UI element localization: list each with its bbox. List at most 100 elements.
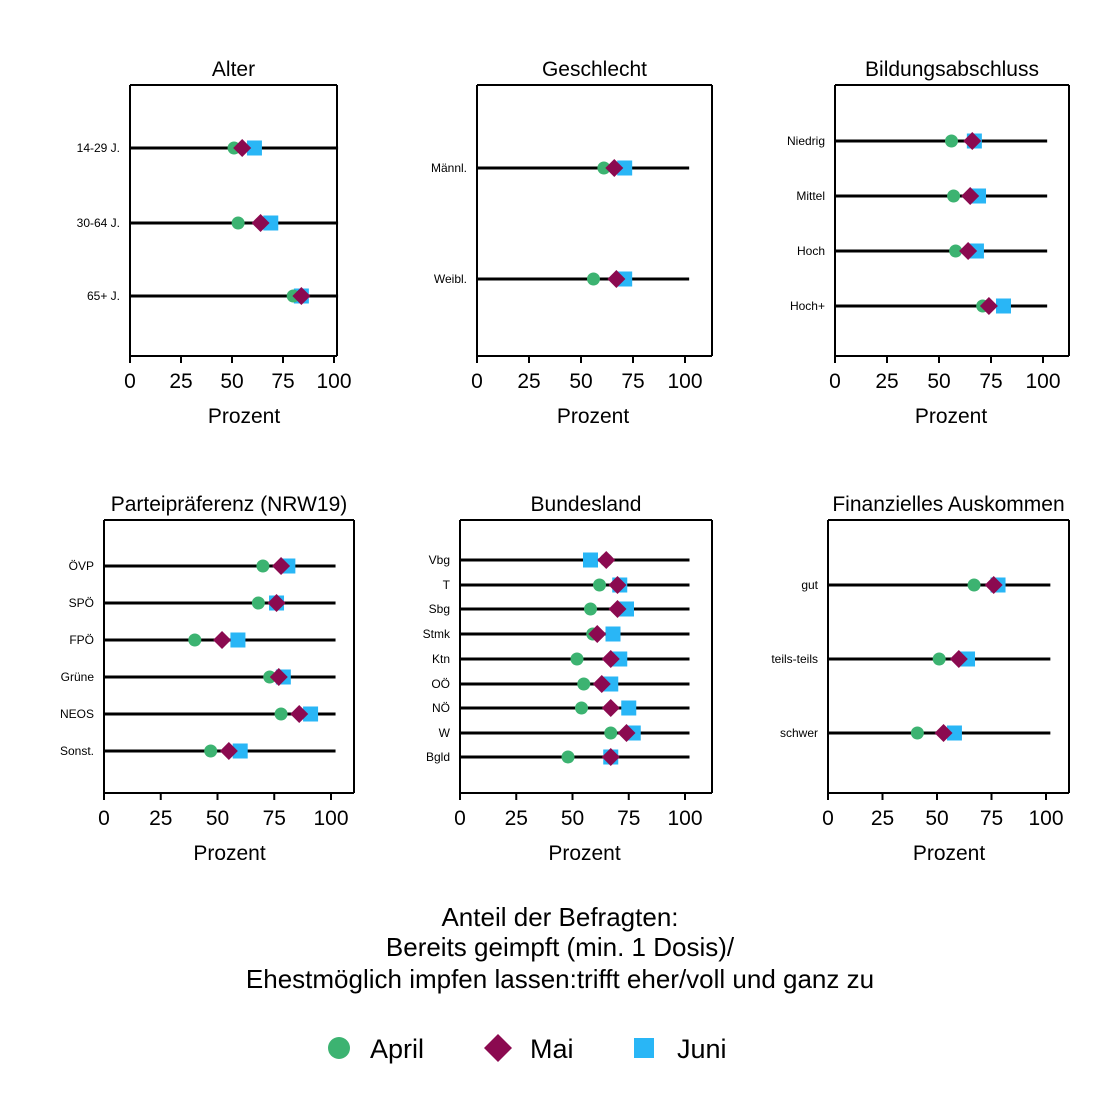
- x-axis-label: Prozent: [208, 405, 281, 428]
- x-tick-label: 75: [980, 807, 1003, 830]
- row-14-29-j: 14-29 J.: [77, 139, 339, 157]
- category-label: gut: [801, 578, 818, 592]
- caption-line-2: Bereits geimpft (min. 1 Dosis)/: [386, 932, 735, 962]
- marker-april: [231, 216, 245, 230]
- category-label: Ktn: [432, 652, 450, 666]
- x-tick-label: 0: [822, 807, 834, 830]
- x-tick-label: 50: [925, 807, 948, 830]
- marker-mai: [961, 187, 980, 205]
- marker-april: [910, 726, 924, 740]
- marker-mai: [601, 650, 620, 668]
- marker-april: [947, 189, 961, 203]
- panel-bundesland: Bundesland 0 25 50 75 100 Prozent Vbg T Sbg Stmk Kt…: [423, 493, 713, 865]
- caption-line-1: Anteil der Befragten:: [441, 902, 678, 932]
- marker-juni: [621, 700, 637, 716]
- x-tick-label: 0: [471, 370, 483, 393]
- x-tick-label: 25: [169, 370, 192, 393]
- panel-bildungsabschluss: Bildungsabschluss 0 25 50 75 100 Prozent Niedri…: [787, 58, 1070, 428]
- marker-april: [577, 677, 591, 691]
- panel-title: Geschlecht: [542, 58, 647, 81]
- row-30-64-j: 30-64 J.: [77, 214, 339, 232]
- panel-title: Parteipräferenz (NRW19): [111, 493, 348, 516]
- marker-april: [204, 744, 218, 758]
- marker-juni: [263, 215, 279, 231]
- marker-juni: [583, 552, 598, 568]
- marker-mai: [233, 139, 252, 157]
- x-tick-label: 75: [617, 807, 640, 830]
- marker-mai: [959, 242, 978, 260]
- marker-juni: [303, 706, 319, 722]
- row-teils-teils: teils-teils: [771, 650, 1051, 668]
- category-label: T: [443, 578, 451, 592]
- row-65-j: 65+ J.: [87, 287, 339, 305]
- row-schwer: schwer: [780, 724, 1051, 742]
- row-oo: OÖ: [431, 675, 690, 693]
- row-t: T: [443, 576, 690, 594]
- panel-title: Bundesland: [531, 493, 642, 516]
- caption: Anteil der Befragten: Bereits geimpft (m…: [246, 902, 874, 994]
- x-tick-label: 50: [220, 370, 243, 393]
- marker-mai: [601, 748, 620, 766]
- marker-april: [597, 161, 611, 175]
- x-tick-label: 50: [206, 807, 229, 830]
- category-label: Stmk: [423, 627, 451, 641]
- legend-label-juni: Juni: [677, 1034, 727, 1064]
- x-tick-label: 25: [149, 807, 172, 830]
- marker-mai: [963, 132, 982, 150]
- marker-mai: [592, 675, 611, 693]
- row-ovp: ÖVP: [69, 557, 336, 575]
- x-tick-label: 75: [263, 807, 286, 830]
- marker-april: [575, 701, 588, 715]
- legend-marker-juni: [634, 1038, 654, 1058]
- x-tick-label: 75: [271, 370, 294, 393]
- row-weibl: Weibl.: [434, 270, 690, 288]
- x-tick-label: 0: [454, 807, 466, 830]
- marker-mai: [605, 159, 624, 177]
- category-label: FPÖ: [69, 633, 94, 647]
- panel-title: Bildungsabschluss: [865, 58, 1039, 81]
- panel-alter: Alter 0 25 50 75 100 Prozent 14-29 J. 30-64 J. 65…: [77, 58, 352, 428]
- category-label: SPÖ: [69, 596, 94, 610]
- x-axis-label: Prozent: [548, 842, 621, 865]
- x-axis-label: Prozent: [913, 842, 986, 865]
- row-grune: Grüne: [61, 668, 336, 686]
- panel-geschlecht: Geschlecht 0 25 50 75 100 Prozent Männl. Weibl.: [431, 58, 713, 428]
- marker-mai: [267, 594, 286, 612]
- x-tick-label: 50: [927, 370, 950, 393]
- x-tick-label: 100: [667, 370, 702, 393]
- row-ktn: Ktn: [432, 650, 690, 668]
- marker-mai: [949, 650, 968, 668]
- row-sbg: Sbg: [429, 600, 690, 618]
- marker-mai: [292, 287, 311, 305]
- category-label: Männl.: [431, 161, 467, 175]
- marker-juni: [605, 626, 621, 642]
- panel-title: Alter: [212, 58, 255, 81]
- legend-label-april: April: [370, 1034, 424, 1064]
- marker-mai: [608, 600, 627, 618]
- marker-april: [256, 559, 270, 573]
- marker-april: [584, 602, 597, 616]
- marker-april: [932, 652, 946, 666]
- row-w: W: [439, 724, 690, 742]
- legend-label-mai: Mai: [530, 1034, 574, 1064]
- category-label: Hoch+: [790, 299, 825, 313]
- x-tick-label: 100: [313, 807, 348, 830]
- panel-finanzielles-auskommen: Finanzielles Auskommen 0 25 50 75 100 Prozent g…: [771, 493, 1070, 865]
- row-spo: SPÖ: [69, 594, 336, 612]
- marker-juni: [230, 632, 246, 648]
- category-label: NÖ: [432, 701, 450, 715]
- row-vbg: Vbg: [429, 551, 690, 569]
- marker-mai: [269, 668, 288, 686]
- marker-mai: [290, 705, 309, 723]
- x-tick-label: 0: [98, 807, 110, 830]
- marker-april: [604, 726, 618, 740]
- row-mittel: Mittel: [796, 187, 1048, 205]
- marker-juni: [617, 160, 633, 176]
- row-no: NÖ: [432, 699, 690, 717]
- marker-juni: [246, 140, 262, 156]
- marker-mai: [617, 724, 636, 742]
- x-tick-label: 25: [871, 807, 894, 830]
- marker-april: [188, 633, 202, 647]
- row-stmk: Stmk: [423, 625, 690, 643]
